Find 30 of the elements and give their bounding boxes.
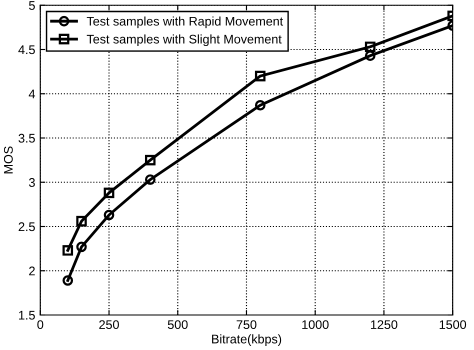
y-tick-label: 4.5 [18, 45, 35, 54]
point [254, 70, 266, 82]
point [76, 242, 87, 252]
x-tick-label: 1000 [302, 320, 329, 330]
point [76, 216, 87, 226]
y-tick-label: 3 [28, 178, 35, 187]
x-tick-label: 1500 [440, 320, 466, 330]
legend-label: Test samples with Rapid Movement [86, 16, 284, 28]
y-tick-label: 3.5 [18, 134, 35, 143]
point [62, 245, 74, 256]
y-tick-label: 1.5 [19, 310, 35, 320]
y-tick-label: 4 [28, 90, 36, 98]
point [144, 174, 156, 185]
y-tick-label: 2 [29, 266, 35, 276]
point [144, 154, 156, 166]
point [104, 210, 114, 220]
point [104, 188, 114, 198]
x-tick-label: 1250 [370, 320, 398, 330]
x-tick-label: 0 [37, 320, 44, 330]
x-tick-label: 750 [236, 320, 256, 330]
x-tick-label: 500 [168, 320, 188, 330]
legend-label: Test samples with Slight Movement [86, 34, 282, 46]
point [254, 100, 266, 111]
point [62, 275, 74, 286]
y-axis-title: MOS [4, 146, 13, 174]
y-tick-label: 5 [28, 1, 35, 10]
point [364, 42, 376, 52]
x-tick-label: 250 [99, 320, 119, 330]
y-tick-label: 2.5 [18, 222, 35, 232]
x-axis-title: Bitrate(kbps) [212, 334, 282, 346]
